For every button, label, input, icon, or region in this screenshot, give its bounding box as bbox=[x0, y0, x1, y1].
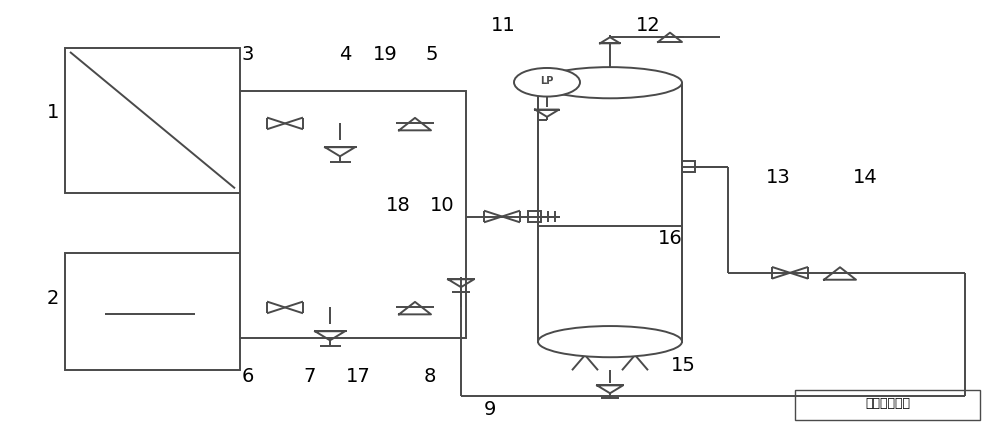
Text: 19: 19 bbox=[373, 45, 397, 64]
Text: 压缩空气管道: 压缩空气管道 bbox=[866, 397, 910, 410]
Text: 6: 6 bbox=[242, 367, 254, 386]
Text: 13: 13 bbox=[766, 168, 790, 187]
Text: 14: 14 bbox=[853, 168, 877, 187]
Text: 3: 3 bbox=[242, 45, 254, 64]
Circle shape bbox=[514, 68, 580, 97]
Bar bbox=[795, 390, 980, 420]
Bar bbox=[240, 91, 466, 338]
Text: 1: 1 bbox=[47, 103, 59, 122]
Bar bbox=[540, 82, 680, 342]
Bar bbox=[65, 253, 240, 370]
Text: 11: 11 bbox=[491, 16, 515, 36]
Text: LP: LP bbox=[540, 75, 554, 86]
Text: 5: 5 bbox=[426, 45, 438, 64]
Text: 18: 18 bbox=[386, 196, 410, 215]
Text: 2: 2 bbox=[47, 289, 59, 308]
Ellipse shape bbox=[538, 67, 682, 98]
Text: 17: 17 bbox=[346, 367, 370, 386]
Text: 15: 15 bbox=[671, 356, 695, 375]
Text: 4: 4 bbox=[339, 45, 351, 64]
Text: 9: 9 bbox=[484, 400, 496, 419]
Text: 12: 12 bbox=[636, 16, 660, 36]
Text: 7: 7 bbox=[304, 367, 316, 386]
Text: 8: 8 bbox=[424, 367, 436, 386]
Ellipse shape bbox=[538, 326, 682, 357]
Bar bbox=[65, 48, 240, 193]
Bar bbox=[538, 83, 682, 342]
Bar bbox=[528, 211, 541, 222]
Text: 10: 10 bbox=[430, 196, 454, 215]
Bar bbox=[682, 161, 695, 172]
Text: 16: 16 bbox=[658, 229, 682, 248]
